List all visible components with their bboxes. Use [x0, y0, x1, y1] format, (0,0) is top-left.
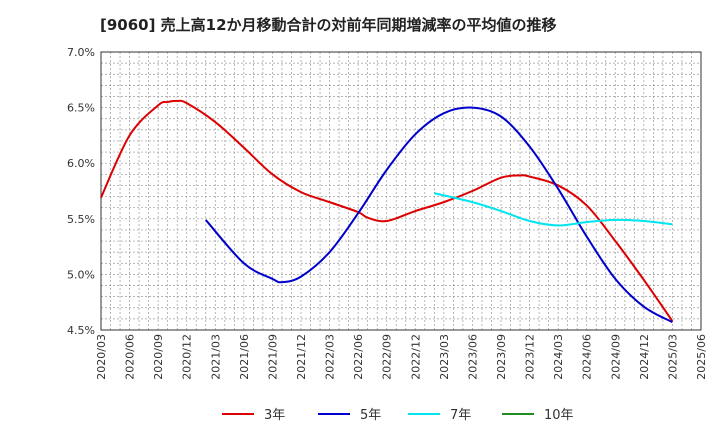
- x-tick-label: 2022/09: [381, 334, 394, 380]
- y-tick-label: 5.5%: [67, 213, 95, 226]
- x-tick-label: 2023/06: [466, 334, 479, 380]
- y-tick-label: 4.5%: [67, 324, 95, 337]
- x-tick-label: 2021/09: [266, 334, 279, 380]
- x-tick-label: 2021/12: [295, 334, 308, 380]
- x-tick-label: 2022/12: [409, 334, 422, 380]
- x-tick-label: 2023/09: [495, 334, 508, 380]
- plot-frame: [100, 51, 702, 331]
- x-tick-label: 2021/03: [209, 334, 222, 380]
- y-tick-label: 7.0%: [67, 46, 95, 59]
- series-line-1: [100, 99, 674, 322]
- x-tick-label: 2021/06: [238, 334, 251, 380]
- x-tick-label: 2024/09: [609, 334, 622, 380]
- x-tick-label: 2023/12: [524, 334, 537, 380]
- x-tick-label: 2025/06: [695, 334, 708, 380]
- x-tick-label: 2020/12: [181, 334, 194, 380]
- y-tick-label: 6.5%: [67, 102, 95, 115]
- chart-title: [9060] 売上高12か月移動合計の対前年同期増減率の平均値の推移: [100, 16, 557, 34]
- x-tick-label: 2023/03: [438, 334, 451, 380]
- legend-label: 5年: [360, 408, 381, 423]
- series-line-2: [205, 106, 673, 324]
- x-tick-label: 2020/06: [124, 334, 137, 380]
- plot-background: [101, 52, 701, 330]
- x-tick-label: 2024/03: [552, 334, 565, 380]
- x-tick-label: 2024/12: [638, 334, 651, 380]
- x-tick-label: 2020/09: [152, 334, 165, 380]
- legend-label: 3年: [264, 408, 285, 423]
- x-tick-label: 2022/03: [324, 334, 337, 380]
- x-tick-label: 2022/06: [352, 334, 365, 380]
- y-tick-label: 5.0%: [67, 268, 95, 281]
- x-tick-label: 2025/03: [666, 334, 679, 380]
- x-tick-label: 2024/06: [581, 334, 594, 380]
- legend-label: 10年: [544, 408, 574, 423]
- y-tick-label: 6.0%: [67, 157, 95, 170]
- x-tick-label: 2020/03: [95, 334, 108, 380]
- legend-label: 7年: [450, 408, 471, 423]
- series-line-3: [434, 192, 673, 227]
